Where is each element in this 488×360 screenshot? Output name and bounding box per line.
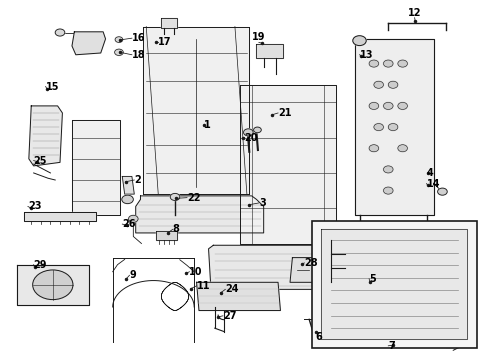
- Text: 23: 23: [28, 202, 41, 211]
- Circle shape: [397, 145, 407, 152]
- Text: 7: 7: [387, 341, 394, 351]
- Text: 3: 3: [258, 198, 265, 208]
- Text: 10: 10: [189, 267, 203, 277]
- Text: 18: 18: [132, 50, 145, 60]
- Text: 4: 4: [426, 168, 432, 178]
- Circle shape: [373, 123, 383, 131]
- Circle shape: [128, 215, 138, 222]
- Circle shape: [387, 123, 397, 131]
- Polygon shape: [239, 85, 335, 243]
- Text: 2: 2: [134, 175, 141, 185]
- Circle shape: [397, 102, 407, 109]
- Bar: [311, 221, 476, 347]
- Text: 17: 17: [158, 37, 171, 48]
- Circle shape: [368, 102, 378, 109]
- Text: 22: 22: [186, 193, 200, 203]
- Polygon shape: [208, 245, 342, 289]
- Circle shape: [383, 102, 392, 109]
- Polygon shape: [156, 231, 177, 240]
- Circle shape: [437, 188, 447, 195]
- Circle shape: [373, 81, 383, 88]
- Polygon shape: [289, 258, 316, 282]
- Circle shape: [243, 129, 253, 136]
- Circle shape: [33, 270, 73, 300]
- Circle shape: [383, 166, 392, 173]
- Text: 24: 24: [225, 284, 238, 294]
- Polygon shape: [72, 120, 120, 215]
- Text: 29: 29: [34, 260, 47, 270]
- Polygon shape: [160, 18, 177, 28]
- Circle shape: [383, 187, 392, 194]
- Text: 11: 11: [196, 281, 210, 291]
- Text: 21: 21: [278, 108, 291, 118]
- Circle shape: [170, 193, 180, 201]
- Polygon shape: [321, 229, 467, 339]
- Polygon shape: [196, 282, 280, 311]
- Circle shape: [253, 127, 261, 133]
- Polygon shape: [354, 39, 433, 215]
- Polygon shape: [122, 176, 134, 194]
- Text: 9: 9: [129, 270, 136, 280]
- Text: 20: 20: [244, 133, 258, 143]
- Text: 1: 1: [203, 120, 210, 130]
- Polygon shape: [29, 106, 62, 166]
- Circle shape: [387, 81, 397, 88]
- Polygon shape: [136, 196, 263, 233]
- Text: 15: 15: [45, 81, 59, 91]
- Polygon shape: [256, 44, 282, 58]
- Polygon shape: [142, 27, 249, 194]
- Text: 19: 19: [252, 32, 265, 42]
- Text: 5: 5: [368, 274, 375, 284]
- Circle shape: [114, 49, 123, 55]
- Circle shape: [115, 37, 122, 42]
- Text: 26: 26: [122, 219, 136, 229]
- Text: 28: 28: [304, 258, 317, 268]
- Circle shape: [383, 60, 392, 67]
- Circle shape: [122, 195, 133, 204]
- Text: 8: 8: [172, 224, 179, 234]
- Text: 13: 13: [359, 50, 372, 60]
- Text: 6: 6: [315, 332, 322, 342]
- Circle shape: [397, 60, 407, 67]
- Circle shape: [352, 36, 366, 46]
- Circle shape: [368, 60, 378, 67]
- Circle shape: [55, 29, 65, 36]
- Text: 25: 25: [34, 156, 47, 166]
- Text: 14: 14: [426, 179, 439, 189]
- Circle shape: [368, 145, 378, 152]
- Text: 16: 16: [132, 33, 145, 43]
- Polygon shape: [17, 265, 89, 305]
- Polygon shape: [24, 212, 96, 221]
- Polygon shape: [72, 32, 105, 55]
- Text: 12: 12: [407, 8, 421, 18]
- Text: 27: 27: [223, 311, 236, 321]
